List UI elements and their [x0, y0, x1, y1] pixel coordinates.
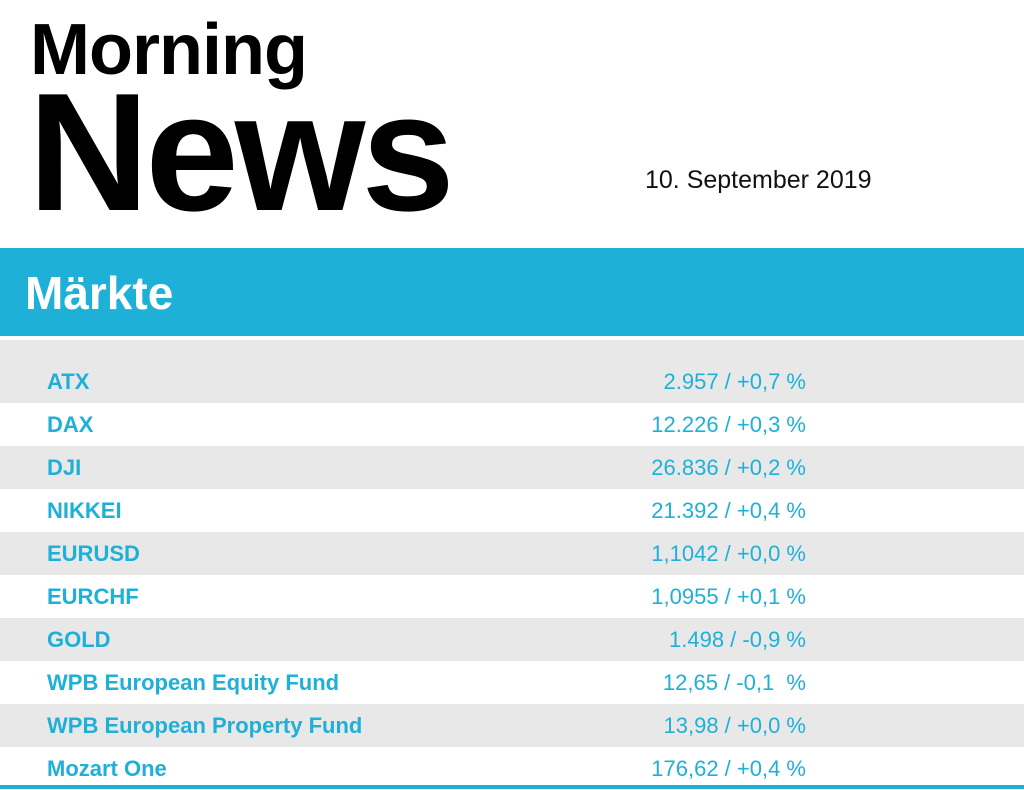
- market-name: WPB European Property Fund: [47, 713, 363, 738]
- title-news: News: [28, 58, 455, 246]
- market-value: 176,62 / +0,4 %: [651, 756, 806, 781]
- table-row: WPB European Equity Fund 12,65 / -0,1 %: [0, 661, 1024, 704]
- section-title: Märkte: [25, 267, 174, 319]
- table-row: DAX 12.226 / +0,3 %: [0, 403, 1024, 446]
- table-row: GOLD 1.498 / -0,9 %: [0, 618, 1024, 661]
- table-row: EURCHF 1,0955 / +0,1 %: [0, 575, 1024, 618]
- table-row: NIKKEI 21.392 / +0,4 %: [0, 489, 1024, 532]
- table-row: ATX 2.957 / +0,7 %: [0, 340, 1024, 403]
- table-row: Mozart One 176,62 / +0,4 %: [0, 747, 1024, 790]
- table-row: DJI 26.836 / +0,2 %: [0, 446, 1024, 489]
- market-value: 13,98 / +0,0 %: [663, 713, 807, 738]
- market-value: 2.957 / +0,7 %: [663, 369, 807, 394]
- markets-table: ATX 2.957 / +0,7 % DAX 12.226 / +0,3 % DJI…: [0, 340, 1024, 790]
- market-name: WPB European Equity Fund: [47, 670, 340, 695]
- market-value: 1,1042 / +0,0 %: [651, 541, 806, 566]
- market-name: DJI: [47, 455, 82, 480]
- market-name: DAX: [47, 412, 94, 437]
- market-name: EURUSD: [47, 541, 140, 566]
- bottom-divider: [0, 785, 1024, 789]
- issue-date: 10. September 2019: [645, 166, 872, 194]
- market-name: ATX: [47, 369, 90, 394]
- market-name: GOLD: [47, 627, 111, 652]
- table-row: WPB European Property Fund 13,98 / +0,0 %: [0, 704, 1024, 747]
- market-value: 12.226 / +0,3 %: [651, 412, 806, 437]
- market-value: 1,0955 / +0,1 %: [651, 584, 806, 609]
- title-morning: Morning: [30, 10, 308, 90]
- table-row: EURUSD 1,1042 / +0,0 %: [0, 532, 1024, 575]
- market-name: EURCHF: [47, 584, 139, 609]
- market-name: Mozart One: [47, 756, 167, 781]
- market-value: 21.392 / +0,4 %: [651, 498, 806, 523]
- section-header: Märkte: [0, 248, 1024, 336]
- market-value: 26.836 / +0,2 %: [651, 455, 806, 480]
- market-name: NIKKEI: [47, 498, 122, 523]
- market-value: 12,65 / -0,1 %: [662, 670, 806, 695]
- market-value: 1.498 / -0,9 %: [669, 627, 806, 652]
